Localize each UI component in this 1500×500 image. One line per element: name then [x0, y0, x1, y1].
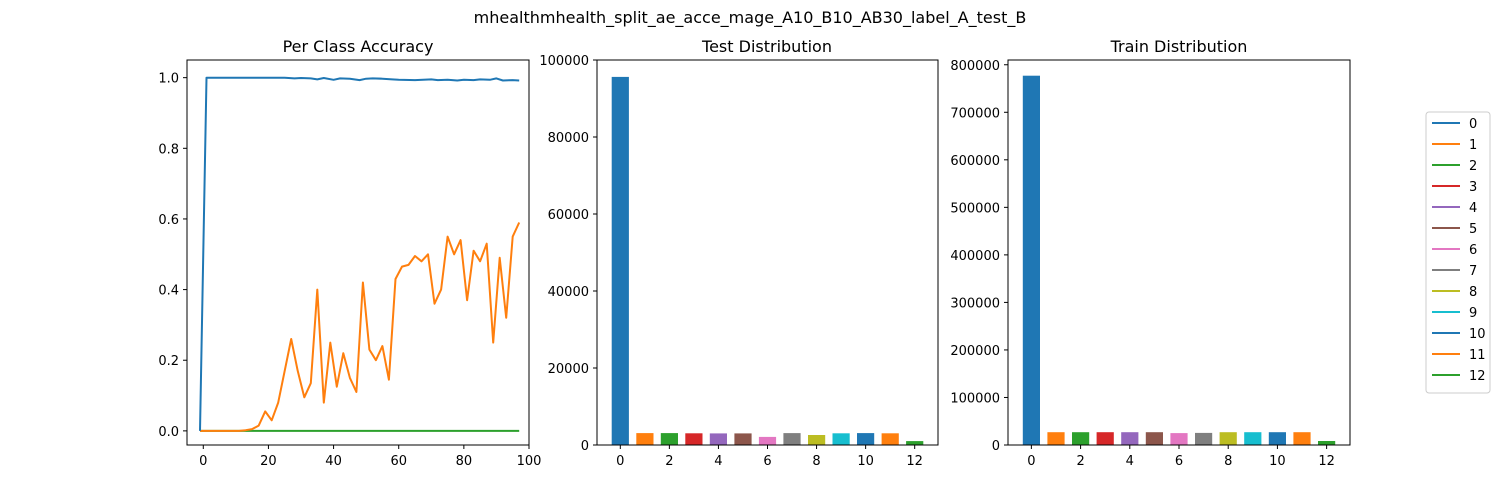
x-tick-label: 80 — [456, 454, 473, 469]
bar-class-9 — [832, 433, 850, 445]
plot-frame — [1007, 59, 1351, 446]
legend-label-6: 6 — [1469, 243, 1477, 258]
y-tick-label: 0.6 — [158, 213, 179, 228]
plot-frame — [186, 59, 530, 446]
bar-class-4 — [1121, 432, 1139, 445]
bar-class-7 — [783, 433, 801, 445]
legend-label-8: 8 — [1469, 285, 1477, 300]
train-distribution-title: Train Distribution — [1110, 37, 1248, 56]
bar-class-12 — [906, 441, 924, 445]
y-tick-label: 700000 — [950, 106, 1000, 121]
legend-label-9: 9 — [1469, 306, 1477, 321]
bar-class-3 — [685, 433, 703, 445]
x-tick-label: 4 — [714, 454, 722, 469]
x-tick-label: 40 — [325, 454, 342, 469]
plot-frame — [596, 59, 939, 446]
x-tick-label: 0 — [1027, 454, 1035, 469]
bar-class-8 — [808, 435, 826, 445]
x-tick-label: 6 — [763, 454, 771, 469]
bar-class-2 — [660, 433, 678, 445]
x-tick-label: 2 — [665, 454, 673, 469]
bar-class-0 — [1022, 75, 1040, 445]
test-distribution-title: Test Distribution — [701, 37, 832, 56]
bar-class-10 — [857, 433, 875, 445]
bar-class-5 — [1145, 432, 1163, 445]
legend-label-7: 7 — [1469, 264, 1477, 279]
x-tick-label: 20 — [260, 454, 277, 469]
y-tick-label: 0.4 — [158, 284, 179, 299]
bar-class-9 — [1244, 432, 1262, 445]
bar-class-4 — [709, 433, 727, 445]
bar-class-10 — [1268, 432, 1286, 445]
series-line-1 — [200, 222, 521, 432]
legend-label-1: 1 — [1469, 138, 1477, 153]
y-tick-label: 40000 — [548, 285, 589, 300]
bar-class-1 — [1047, 432, 1065, 445]
train-distribution-panel: Train Distribution 0 2 4 6 8 10 12 0 100000 20000… — [950, 37, 1351, 469]
x-tick-label: 8 — [1224, 454, 1232, 469]
bar-class-11 — [881, 433, 899, 445]
bar-class-8 — [1219, 432, 1237, 445]
y-tick-label: 200000 — [950, 344, 1000, 359]
legend-label-0: 0 — [1469, 117, 1477, 132]
per-class-accuracy-title: Per Class Accuracy — [283, 37, 434, 56]
bar-class-6 — [1170, 433, 1188, 445]
per-class-accuracy-panel: Per Class Accuracy 0 20 40 60 80 100 0.0 0.2 0.4… — [158, 37, 541, 469]
legend-label-4: 4 — [1469, 201, 1477, 216]
legend-box — [1425, 111, 1491, 394]
y-tick-label: 600000 — [950, 154, 1000, 169]
y-tick-label: 80000 — [548, 131, 589, 146]
y-tick-label: 20000 — [548, 362, 589, 377]
legend-label-12: 12 — [1469, 369, 1486, 384]
bar-class-5 — [734, 433, 752, 445]
x-tick-label: 12 — [1318, 454, 1335, 469]
legend-label-5: 5 — [1469, 222, 1477, 237]
x-tick-label: 0 — [199, 454, 207, 469]
bar-class-6 — [758, 436, 777, 445]
y-tick-label: 100000 — [539, 54, 589, 69]
x-tick-label: 2 — [1076, 454, 1084, 469]
y-tick-label: 500000 — [950, 201, 1000, 216]
y-tick-label: 60000 — [548, 208, 589, 223]
bar-class-1 — [636, 433, 654, 445]
y-tick-label: 100000 — [950, 391, 1000, 406]
legend-label-2: 2 — [1469, 159, 1477, 174]
series-line-0 — [199, 76, 520, 431]
bar-class-11 — [1293, 432, 1311, 445]
legend-label-3: 3 — [1469, 180, 1477, 195]
y-tick-label: 0 — [581, 439, 589, 454]
x-tick-label: 10 — [1269, 454, 1286, 469]
x-tick-label: 4 — [1126, 454, 1134, 469]
y-tick-label: 0 — [992, 439, 1000, 454]
y-tick-label: 400000 — [950, 249, 1000, 264]
x-tick-label: 8 — [812, 454, 820, 469]
y-tick-label: 800000 — [950, 59, 1000, 74]
legend-label-11: 11 — [1469, 348, 1486, 363]
x-tick-label: 6 — [1175, 454, 1183, 469]
figure-suptitle: mhealthmhealth_split_ae_acce_mage_A10_B1… — [474, 8, 1027, 28]
legend-label-10: 10 — [1469, 327, 1486, 342]
bar-class-0 — [611, 76, 629, 446]
bar-class-7 — [1195, 432, 1213, 445]
x-tick-label: 0 — [616, 454, 624, 469]
x-tick-label: 12 — [906, 454, 923, 469]
bar-class-2 — [1072, 432, 1090, 445]
y-tick-label: 1.0 — [158, 72, 179, 87]
x-tick-label: 100 — [517, 454, 542, 469]
bar-class-12 — [1318, 441, 1336, 445]
x-tick-label: 60 — [390, 454, 407, 469]
test-distribution-panel: Test Distribution 0 2 4 6 8 10 12 0 20000 40000 60… — [539, 37, 939, 469]
bar-class-3 — [1096, 432, 1114, 445]
y-tick-label: 0.0 — [158, 425, 179, 440]
y-tick-label: 0.8 — [158, 142, 179, 157]
y-tick-label: 300000 — [950, 296, 1000, 311]
y-tick-label: 0.2 — [158, 354, 179, 369]
x-tick-label: 10 — [857, 454, 874, 469]
